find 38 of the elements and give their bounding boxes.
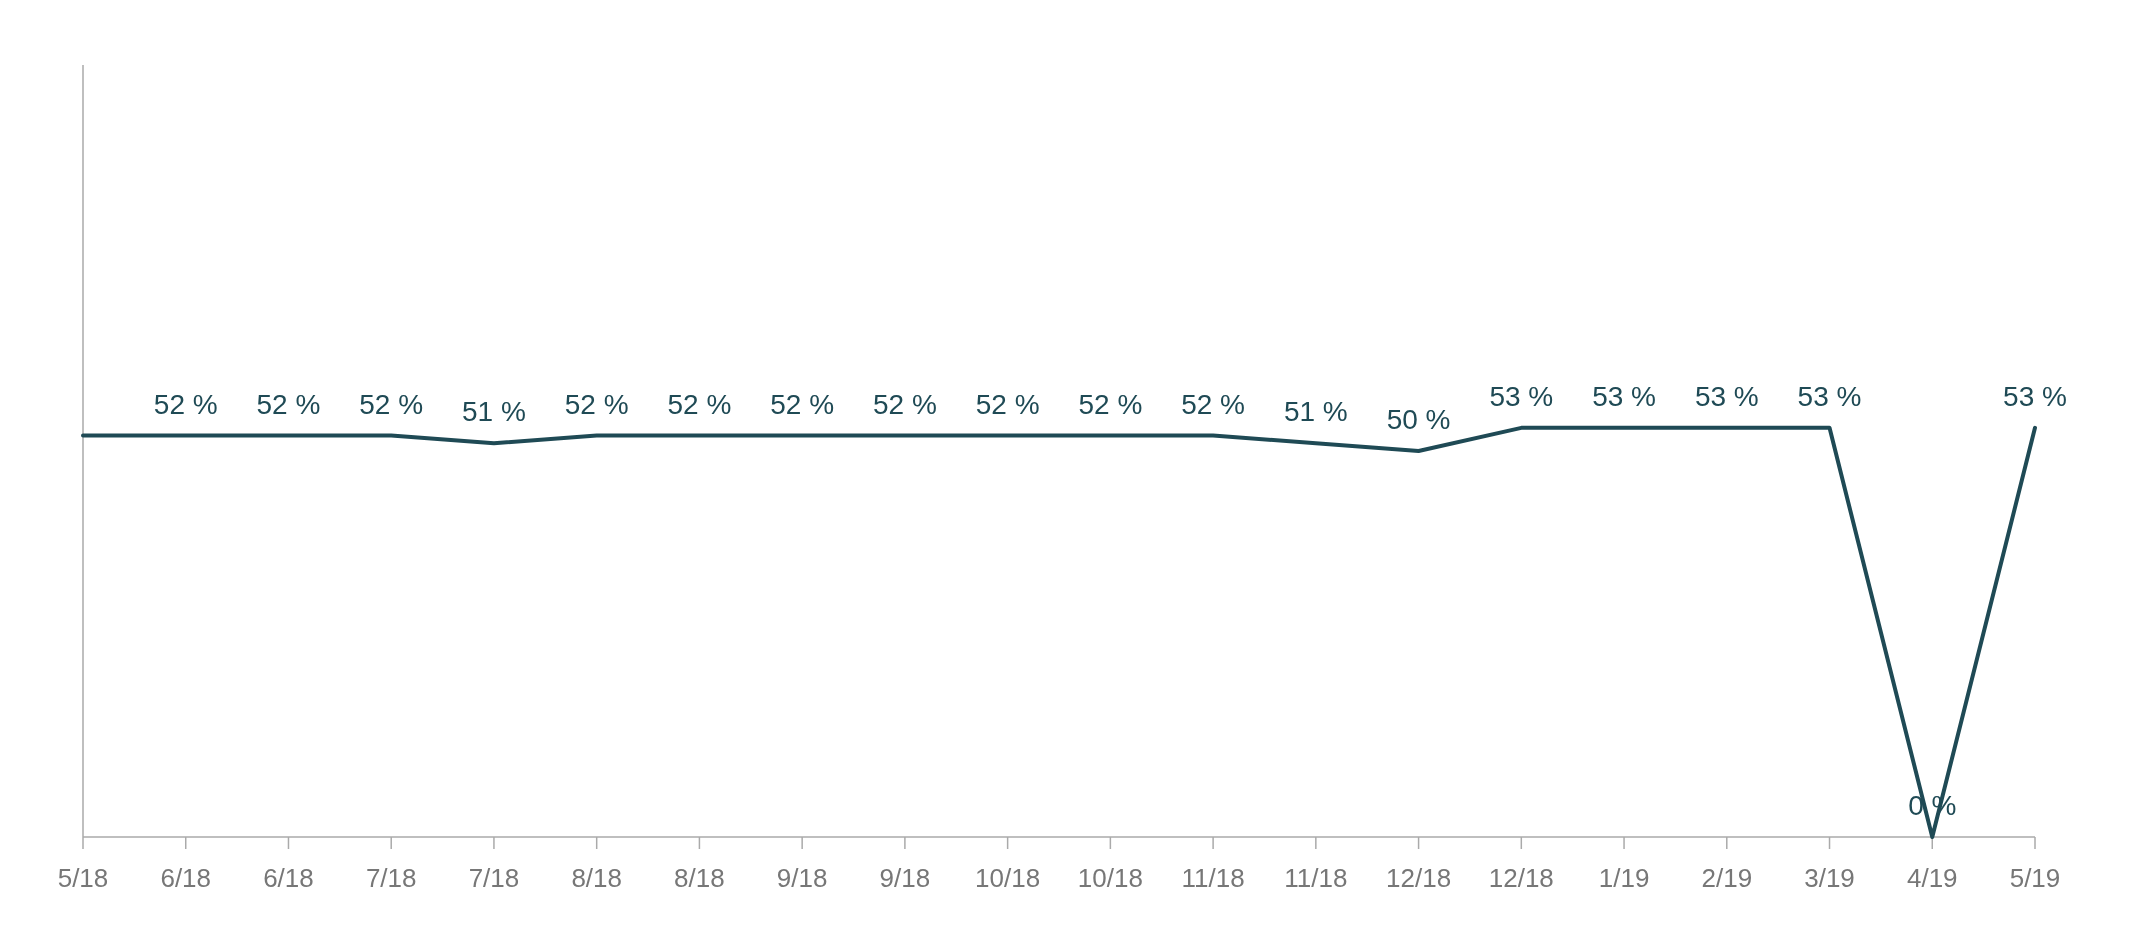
data-label: 53 % xyxy=(2003,380,2067,412)
x-tick-label: 7/18 xyxy=(468,863,520,893)
x-tick-label: 5/18 xyxy=(57,863,109,893)
data-label: 50 % xyxy=(1386,404,1451,435)
data-label: 52 % xyxy=(359,388,424,420)
x-tick-label: 10/18 xyxy=(975,863,1041,893)
x-tick-label: 4/19 xyxy=(1906,863,1958,893)
data-label: 52 % xyxy=(564,388,629,420)
data-label: 51 % xyxy=(462,396,526,428)
data-label: 53 % xyxy=(1489,380,1554,412)
x-tick-label: 11/18 xyxy=(1284,863,1348,893)
x-tick-label: 2/19 xyxy=(1701,863,1753,893)
x-tick-label: 6/18 xyxy=(263,863,314,893)
x-tick-label: 1/19 xyxy=(1598,863,1650,893)
x-tick-label: 10/18 xyxy=(1077,863,1143,893)
data-label: 51 % xyxy=(1283,396,1348,428)
data-label: 52 % xyxy=(1181,388,1246,420)
x-tick-label: 8/18 xyxy=(674,863,725,893)
x-tick-label: 3/19 xyxy=(1804,863,1855,893)
x-tick-label: 5/19 xyxy=(2009,863,2061,893)
data-label: 52 % xyxy=(667,388,732,420)
x-tick-label: 6/18 xyxy=(160,863,212,893)
data-label: 52 % xyxy=(770,388,835,420)
data-label: 52 % xyxy=(256,388,321,420)
data-label: 52 % xyxy=(975,388,1040,420)
data-label: 53 % xyxy=(1592,380,1656,412)
x-tick-label: 7/18 xyxy=(365,863,417,893)
x-tick-label: 12/18 xyxy=(1386,863,1452,893)
x-tick-label: 11/18 xyxy=(1181,863,1245,893)
x-tick-label: 9/18 xyxy=(879,863,931,893)
x-tick-label: 12/18 xyxy=(1488,863,1554,893)
data-label: 53 % xyxy=(1797,380,1862,412)
data-label: 52 % xyxy=(1078,388,1143,420)
data-label: 52 % xyxy=(153,388,218,420)
data-label: 53 % xyxy=(1694,380,1759,412)
data-label: 52 % xyxy=(872,388,937,420)
x-tick-label: 9/18 xyxy=(776,863,828,893)
x-tick-label: 8/18 xyxy=(571,863,622,893)
